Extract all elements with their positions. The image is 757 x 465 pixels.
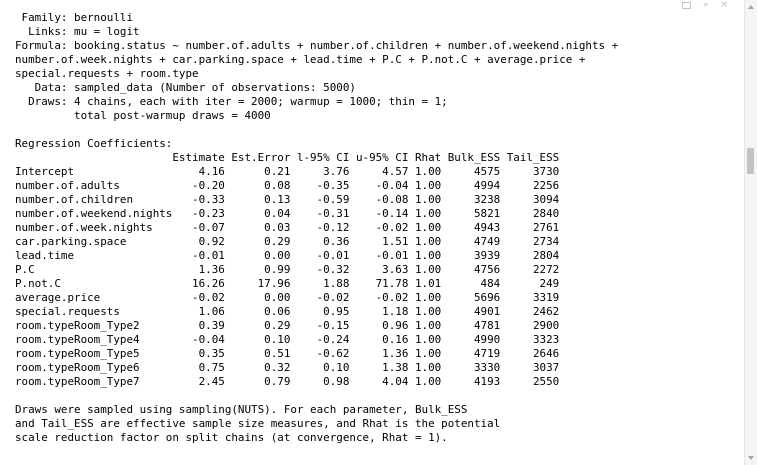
- console-line: number.of.week.nights + car.parking.spac…: [15, 53, 586, 66]
- console-line: special.requests + room.type: [15, 67, 199, 80]
- scroll-up-arrow-icon[interactable]: [748, 5, 754, 9]
- console-line: and Tail_ESS are effective sample size m…: [15, 417, 501, 430]
- console-line: car.parking.space 0.92 0.29 0.36 1.51 1.…: [15, 235, 560, 248]
- scrollbar-thumb[interactable]: [747, 148, 754, 174]
- console-line: Intercept 4.16 0.21 3.76 4.57 1.00 4575 …: [15, 165, 560, 178]
- console-line: Formula: booking.status ~ number.of.adul…: [15, 39, 619, 52]
- close-icon[interactable]: ×: [720, 0, 728, 10]
- console-line: special.requests 1.06 0.06 0.95 1.18 1.0…: [15, 305, 560, 318]
- console-line: lead.time -0.01 0.00 -0.01 -0.01 1.00 39…: [15, 249, 560, 262]
- console-line: Family: bernoulli: [15, 11, 134, 24]
- console-line: room.typeRoom_Type4 -0.04 0.10 -0.24 0.1…: [15, 333, 560, 346]
- vertical-scrollbar[interactable]: [744, 0, 757, 465]
- console-line: Regression Coefficients:: [15, 137, 173, 150]
- console-line: P.C 1.36 0.99 -0.32 3.63 1.00 4756 2272: [15, 263, 560, 276]
- maximize-icon[interactable]: [681, 1, 691, 9]
- console-line: Data: sampled_data (Number of observatio…: [15, 81, 356, 94]
- console-line: Draws: 4 chains, each with iter = 2000; …: [15, 95, 448, 108]
- console-line: room.typeRoom_Type5 0.35 0.51 -0.62 1.36…: [15, 347, 560, 360]
- console-line: average.price -0.02 0.00 -0.02 -0.02 1.0…: [15, 291, 560, 304]
- scroll-down-arrow-icon[interactable]: [748, 456, 754, 460]
- console-line: Estimate Est.Error l-95% CI u-95% CI Rha…: [15, 151, 560, 164]
- console-line: number.of.children -0.33 0.13 -0.59 -0.0…: [15, 193, 560, 206]
- console-line: scale reduction factor on split chains (…: [15, 431, 448, 444]
- console-line: room.typeRoom_Type2 0.39 0.29 -0.15 0.96…: [15, 319, 560, 332]
- collapse-icon[interactable]: »: [702, 0, 709, 10]
- console-output[interactable]: Family: bernoulli Links: mu = logit Form…: [15, 11, 618, 445]
- console-line: number.of.week.nights -0.07 0.03 -0.12 -…: [15, 221, 560, 234]
- window-controls: » ×: [681, 0, 728, 10]
- console-line: room.typeRoom_Type7 2.45 0.79 0.98 4.04 …: [15, 375, 560, 388]
- console-line: Draws were sampled using sampling(NUTS).…: [15, 403, 468, 416]
- console-line: room.typeRoom_Type6 0.75 0.32 0.10 1.38 …: [15, 361, 560, 374]
- console-line: P.not.C 16.26 17.96 1.88 71.78 1.01 484 …: [15, 277, 560, 290]
- console-line: number.of.weekend.nights -0.23 0.04 -0.3…: [15, 207, 560, 220]
- console-line: number.of.adults -0.20 0.08 -0.35 -0.04 …: [15, 179, 560, 192]
- console-line: total post-warmup draws = 4000: [15, 109, 271, 122]
- console-line: Links: mu = logit: [15, 25, 140, 38]
